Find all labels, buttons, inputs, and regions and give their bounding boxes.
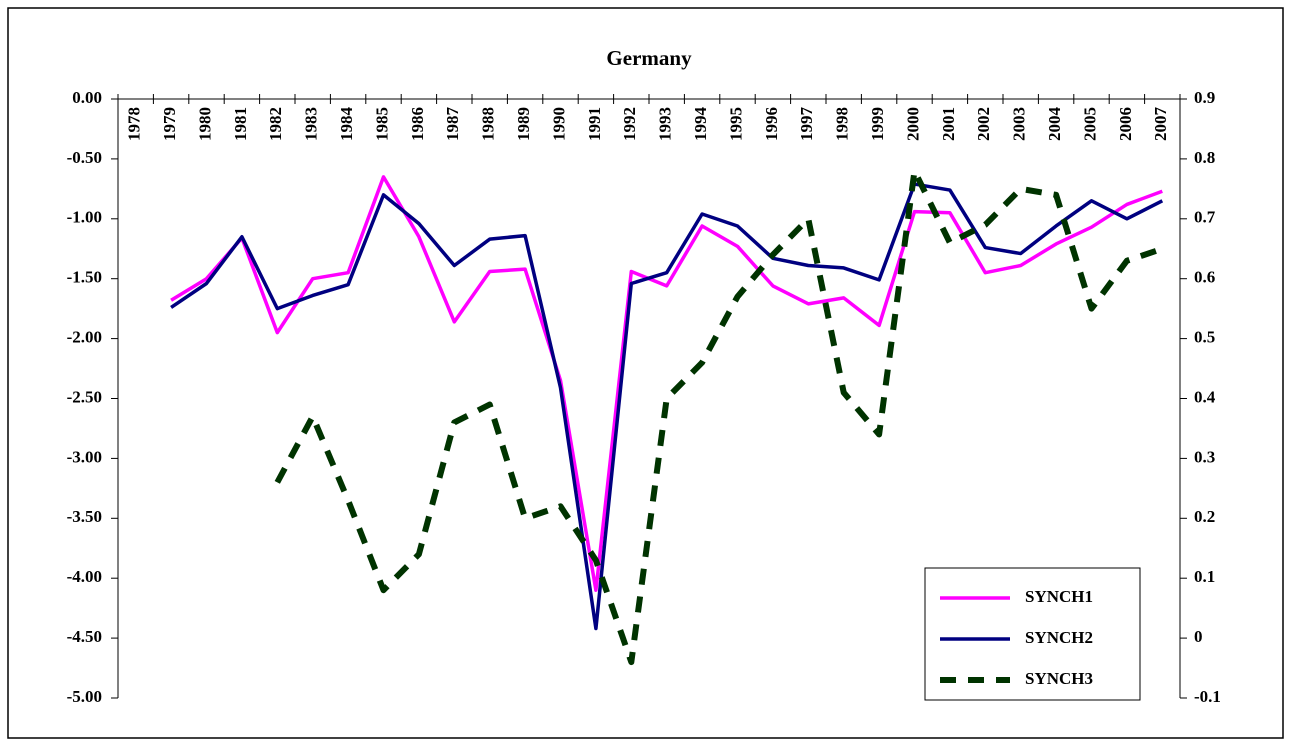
x-tick-label: 1999 bbox=[868, 107, 887, 141]
legend-label: SYNCH2 bbox=[1025, 628, 1093, 647]
x-tick-label: 1980 bbox=[195, 107, 214, 141]
x-tick-label: 1992 bbox=[620, 107, 639, 141]
y-tick-label: -1.50 bbox=[67, 268, 102, 287]
y-tick-label: -3.50 bbox=[67, 507, 102, 526]
x-tick-label: 1991 bbox=[585, 107, 604, 141]
x-tick-label: 1995 bbox=[726, 107, 745, 141]
y-tick-label: -1.00 bbox=[67, 208, 102, 227]
y2-tick-label: 0.3 bbox=[1194, 447, 1215, 466]
x-tick-label: 1989 bbox=[514, 107, 533, 141]
x-tick-label: 1979 bbox=[160, 107, 179, 141]
x-tick-label: 1982 bbox=[266, 107, 285, 141]
x-tick-label: 1998 bbox=[833, 107, 852, 141]
y2-tick-label: 0.4 bbox=[1194, 387, 1216, 406]
legend-label: SYNCH1 bbox=[1025, 587, 1093, 606]
x-tick-label: 2004 bbox=[1045, 107, 1064, 142]
x-tick-label: 2006 bbox=[1116, 107, 1135, 141]
y2-tick-label: 0 bbox=[1194, 627, 1203, 646]
x-tick-label: 1990 bbox=[549, 107, 568, 141]
legend-label: SYNCH3 bbox=[1025, 669, 1093, 688]
x-tick-label: 2005 bbox=[1080, 107, 1099, 141]
y2-tick-label: 0.5 bbox=[1194, 328, 1215, 347]
y-tick-label: -4.50 bbox=[67, 627, 102, 646]
x-tick-label: 1983 bbox=[302, 107, 321, 141]
y2-tick-label: -0.1 bbox=[1194, 687, 1221, 706]
series-line bbox=[170, 175, 1163, 592]
x-tick-label: 2007 bbox=[1151, 107, 1170, 142]
y-tick-label: 0.00 bbox=[72, 88, 102, 107]
x-tick-label: 1988 bbox=[479, 107, 498, 141]
x-tick-label: 1986 bbox=[408, 107, 427, 141]
series-line bbox=[274, 167, 1164, 666]
x-tick-label: 2000 bbox=[903, 107, 922, 141]
x-tick-label: 1985 bbox=[372, 107, 391, 141]
x-tick-label: 1993 bbox=[656, 107, 675, 141]
y-tick-label: -5.00 bbox=[67, 687, 102, 706]
y2-tick-label: 0.8 bbox=[1194, 148, 1215, 167]
y2-tick-label: 0.7 bbox=[1194, 208, 1216, 227]
y-tick-label: -4.00 bbox=[67, 567, 102, 586]
x-tick-label: 1981 bbox=[231, 107, 250, 141]
x-tick-label: 1997 bbox=[797, 107, 816, 142]
chart-border bbox=[7, 7, 1284, 739]
y-tick-label: -2.00 bbox=[67, 328, 102, 347]
x-tick-label: 1984 bbox=[337, 107, 356, 142]
y-tick-label: -2.50 bbox=[67, 387, 102, 406]
y2-tick-label: 0.9 bbox=[1194, 88, 1215, 107]
x-tick-label: 2002 bbox=[974, 107, 993, 141]
y-tick-label: -0.50 bbox=[67, 148, 102, 167]
x-tick-label: 2001 bbox=[939, 107, 958, 141]
y-tick-label: -3.00 bbox=[67, 447, 102, 466]
x-tick-label: 1996 bbox=[762, 107, 781, 141]
x-tick-label: 2003 bbox=[1010, 107, 1029, 141]
legend-box bbox=[924, 567, 1141, 701]
y2-tick-label: 0.6 bbox=[1194, 268, 1215, 287]
y2-tick-label: 0.2 bbox=[1194, 507, 1215, 526]
x-tick-label: 1987 bbox=[443, 107, 462, 142]
y2-tick-label: 0.1 bbox=[1194, 567, 1215, 586]
x-tick-label: 1994 bbox=[691, 107, 710, 142]
series-line bbox=[170, 182, 1164, 631]
x-tick-label: 1978 bbox=[125, 107, 144, 141]
chart-title: Germany bbox=[606, 46, 692, 70]
